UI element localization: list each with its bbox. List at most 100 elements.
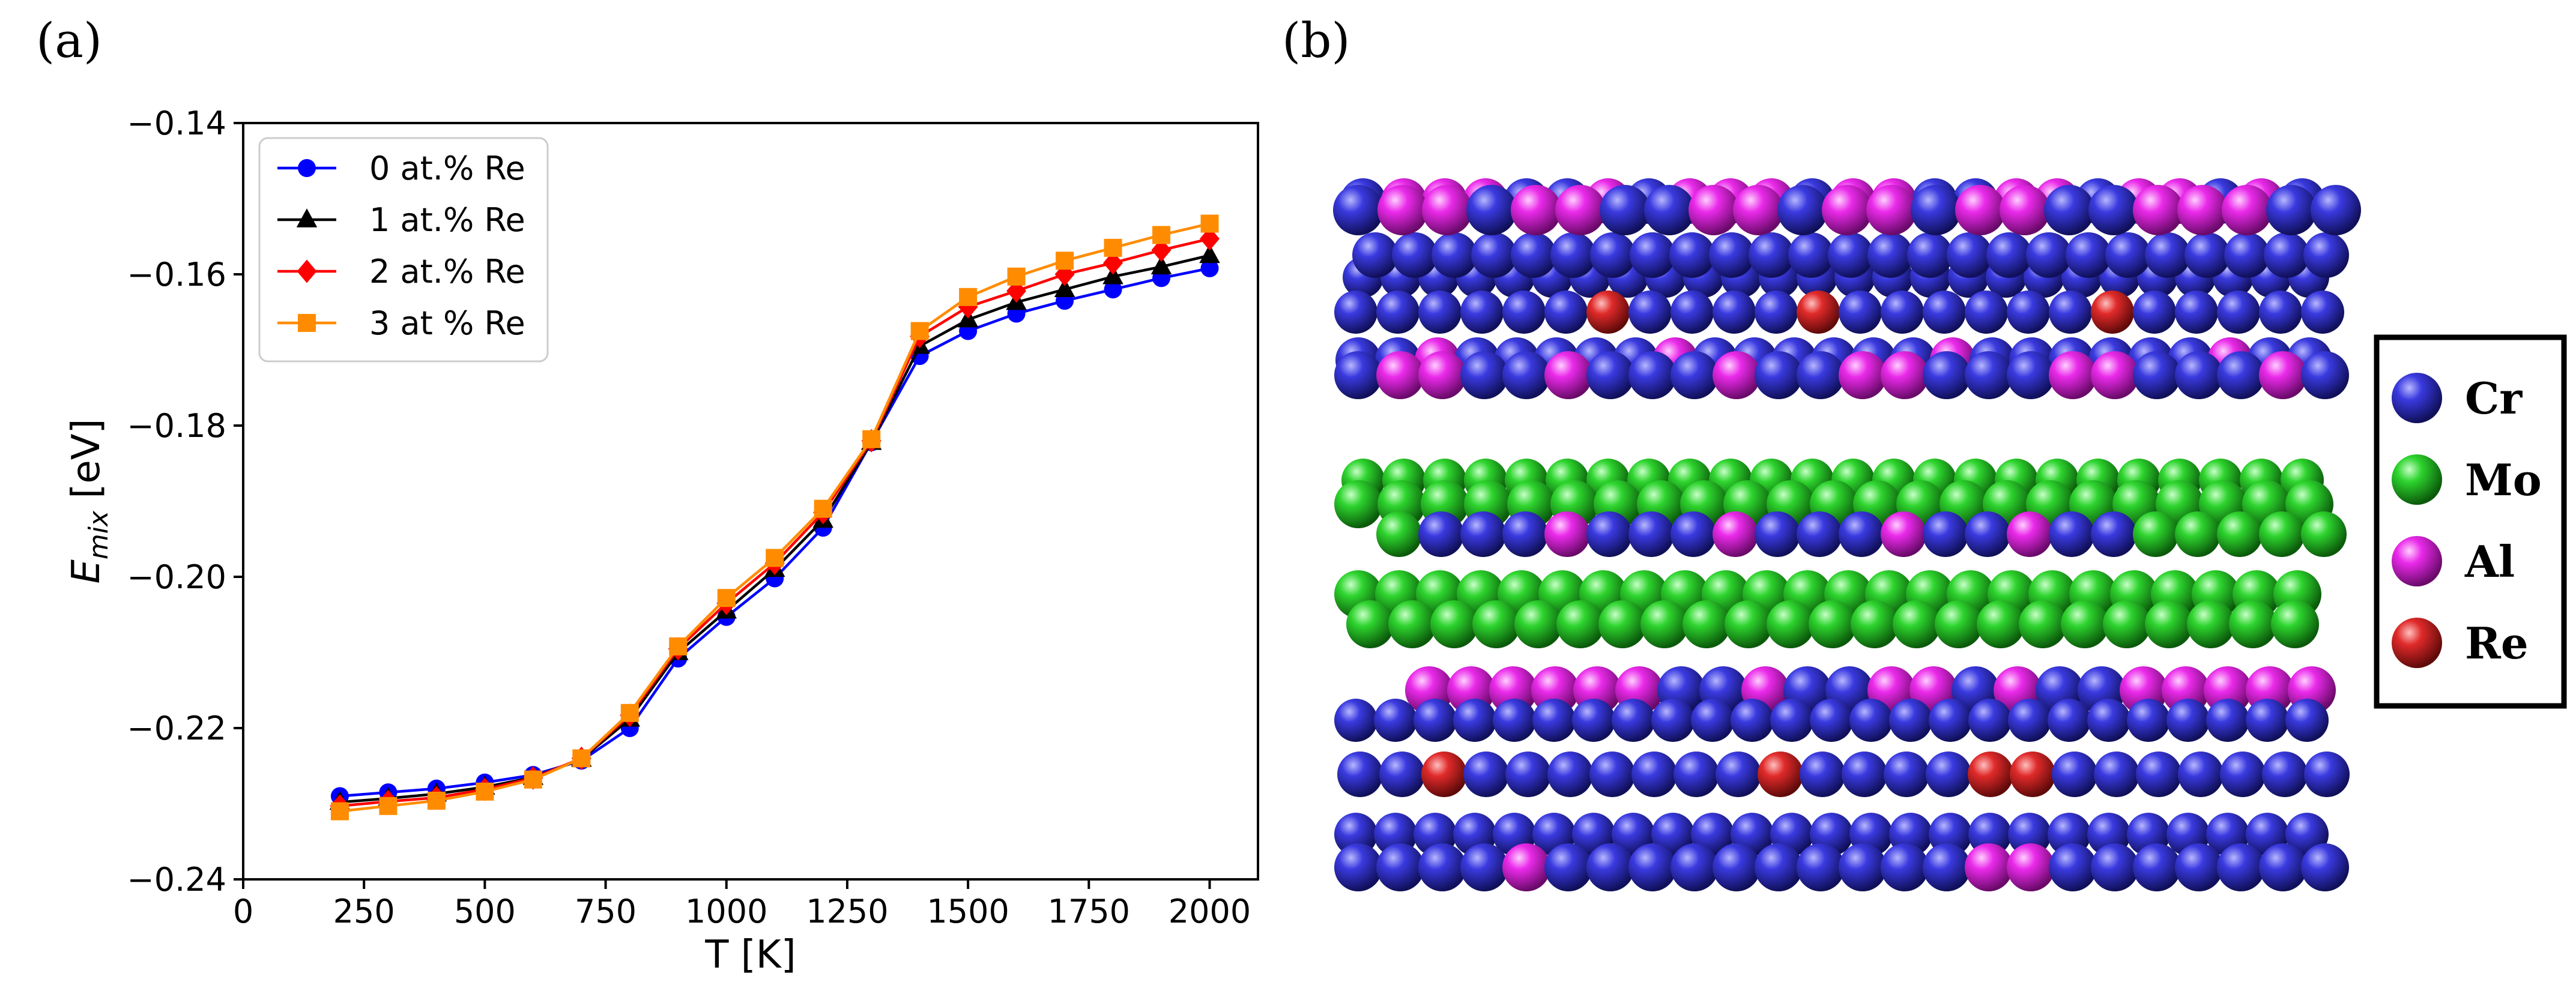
atom (2052, 752, 2097, 797)
atom (2217, 351, 2265, 399)
data-point (1152, 226, 1171, 244)
data-point (524, 770, 542, 789)
atom (2220, 752, 2266, 797)
atom (1589, 752, 1635, 797)
atom (1733, 185, 1783, 235)
data-point (1007, 267, 1026, 286)
atom (1493, 699, 1536, 742)
atom (1392, 232, 1438, 278)
element-key-item: Al (2392, 536, 2515, 587)
atom (1432, 232, 1477, 278)
atom (2175, 511, 2221, 557)
atom (2175, 291, 2218, 334)
x-tick-label: 0 (233, 893, 253, 930)
atom (2206, 699, 2249, 742)
atom (2301, 843, 2349, 891)
atom (2133, 351, 2181, 399)
data-point (1104, 280, 1122, 299)
y-tick-label: −0.18 (127, 407, 226, 445)
atom (1334, 480, 1382, 528)
atom (2133, 511, 2178, 557)
atom (2066, 232, 2111, 278)
atom (1630, 232, 1675, 278)
atom (1544, 511, 1590, 557)
data-point (379, 797, 398, 815)
chart-legend: 0 at.% Re 1 at.% Re 2 at.% Re 3 at % Re (258, 137, 549, 363)
atom (1797, 291, 1840, 334)
atom (1689, 185, 1739, 235)
atom (2088, 185, 2139, 235)
atom-row (1334, 699, 2329, 742)
atom (1586, 291, 1630, 334)
atom (1923, 843, 1971, 891)
atom (1709, 232, 1755, 278)
atom (1986, 232, 2032, 278)
element-label: Al (2464, 536, 2515, 587)
x-tick-label: 500 (454, 893, 516, 930)
atom (1514, 600, 1562, 648)
y-tick-label: −0.24 (127, 861, 226, 899)
atom-row (1346, 600, 2319, 648)
atom-row (1334, 843, 2349, 891)
atom (1881, 291, 1924, 334)
atom (1670, 511, 1716, 557)
atom (2049, 351, 2097, 399)
element-swatch (2392, 536, 2442, 586)
atom (1453, 699, 1496, 742)
atom (2222, 185, 2272, 235)
atom (1502, 351, 1550, 399)
data-point (862, 430, 881, 448)
data-point (330, 802, 349, 821)
atom (2007, 351, 2055, 399)
atom (2008, 699, 2051, 742)
atom (1644, 185, 1695, 235)
atom (1628, 511, 1674, 557)
atom (1822, 185, 1872, 235)
data-point (1200, 214, 1219, 233)
atom (1839, 511, 1884, 557)
atom (1590, 232, 1636, 278)
atom (2224, 232, 2270, 278)
atom (1586, 351, 1634, 399)
atom (1955, 185, 2006, 235)
atom (1418, 843, 1466, 891)
atom (2262, 752, 2308, 797)
atom (1376, 843, 1424, 891)
atom (2049, 511, 2094, 557)
data-point (959, 288, 978, 306)
atom (1968, 699, 2012, 742)
atom (2177, 185, 2228, 235)
atom (1418, 351, 1466, 399)
atom (1471, 232, 1517, 278)
atom (1333, 185, 1383, 235)
atom (2133, 291, 2176, 334)
atom (1334, 351, 1382, 399)
atom (2145, 232, 2191, 278)
atom (1651, 813, 1695, 856)
legend-label: 3 at % Re (369, 304, 525, 342)
atom (1598, 600, 1646, 648)
atom (2166, 699, 2210, 742)
atom (1923, 351, 1971, 399)
atom (1851, 600, 1899, 648)
panel-label-b: (b) (1282, 13, 1350, 68)
data-point (1103, 251, 1123, 275)
atom (1466, 185, 1517, 235)
element-key: Cr Mo Al Re (2374, 334, 2567, 709)
data-point (1056, 252, 1074, 270)
atom (1828, 232, 1873, 278)
atom (1670, 351, 1719, 399)
atom (1555, 185, 1606, 235)
atom (1472, 600, 1520, 648)
atom-row (1334, 351, 2349, 399)
atom (1889, 699, 1932, 742)
atom (1839, 351, 1887, 399)
element-key-item: Re (2392, 618, 2529, 669)
atom (1977, 600, 2025, 648)
x-tick-label: 1000 (685, 893, 767, 930)
atom (2007, 291, 2050, 334)
atom (1713, 351, 1761, 399)
atom (2008, 813, 2051, 856)
atom (1713, 291, 1756, 334)
atom (1502, 511, 1548, 557)
